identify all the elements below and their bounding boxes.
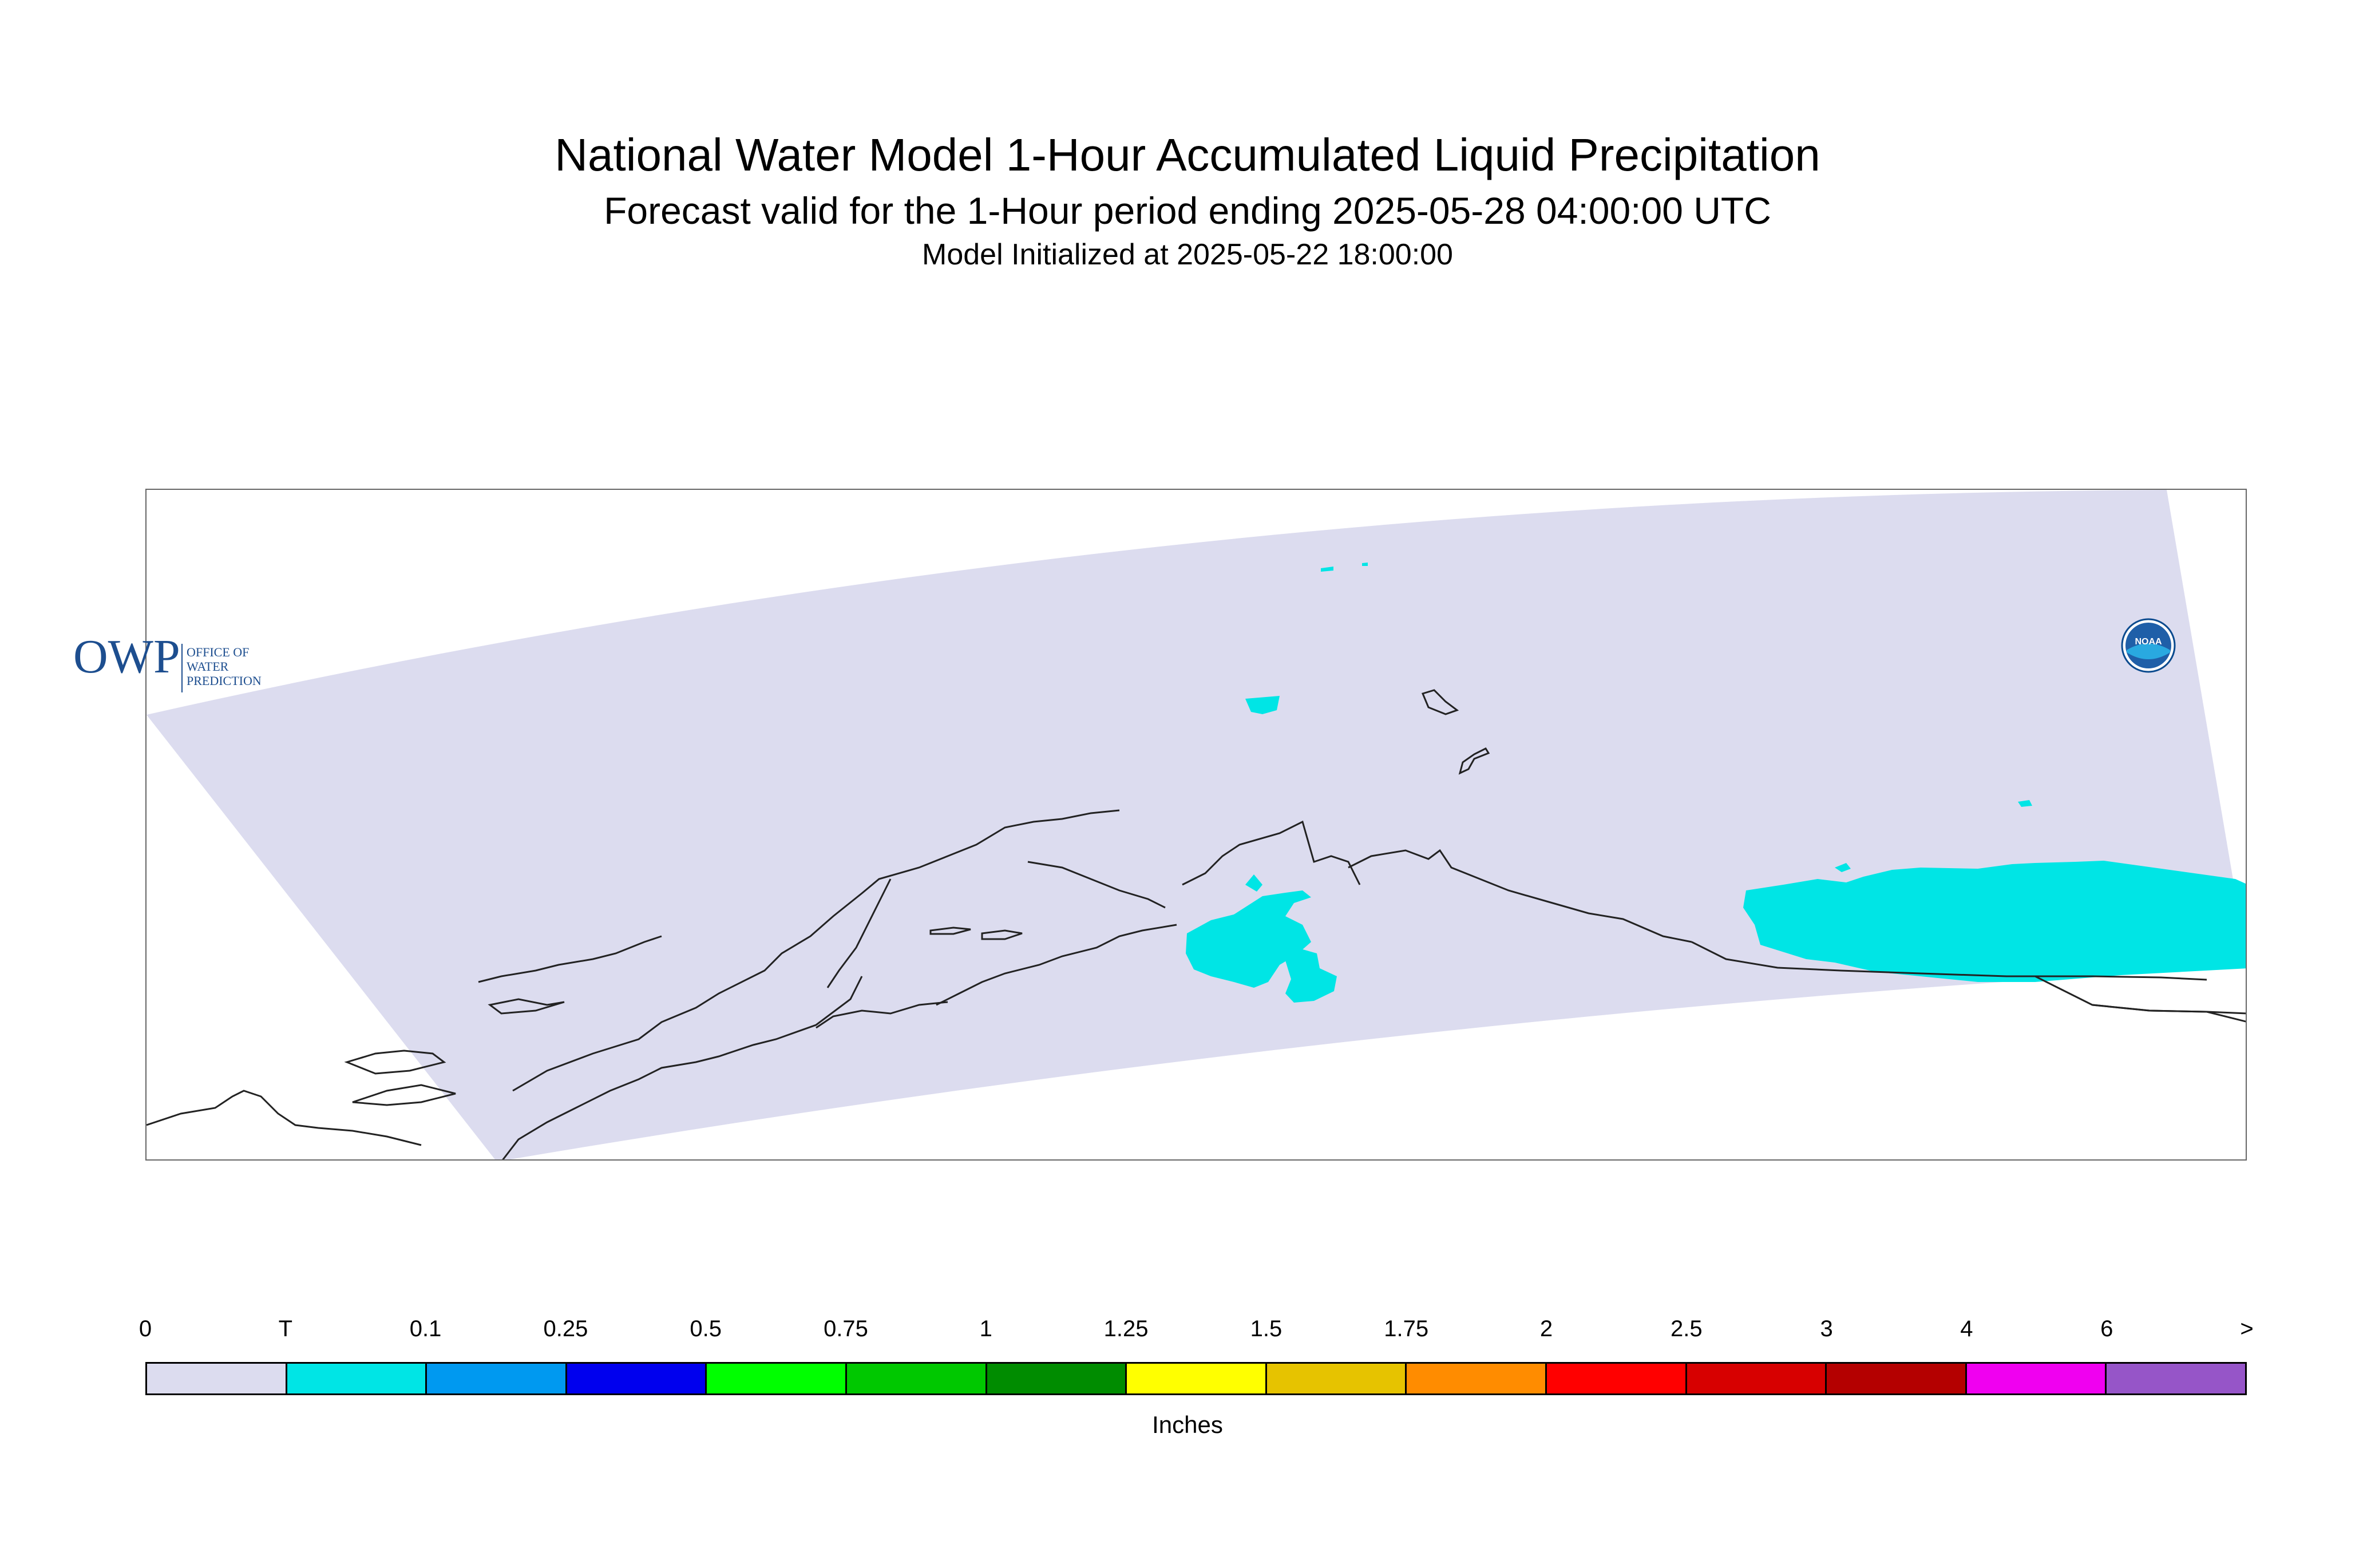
legend-tick-label: 0.25 [543, 1316, 588, 1341]
coastline-island-nunivak [352, 1084, 456, 1106]
legend-swatch [707, 1364, 847, 1393]
map-subtitle: Forecast valid for the 1-Hour period end… [604, 189, 1771, 232]
legend-tick-label: 6 [2100, 1316, 2113, 1341]
legend-tick-label: 0 [138, 1316, 152, 1341]
owp-logo: OWP OFFICE OF WATER PREDICTION [73, 630, 262, 692]
legend-swatch [1966, 1364, 2107, 1393]
coastline-island-west [344, 1050, 446, 1075]
precip-area-north [1245, 696, 1280, 714]
legend-swatch [1827, 1364, 1967, 1393]
legend-tick-label: 1.75 [1384, 1316, 1429, 1341]
coastline-sound [1348, 849, 1692, 943]
legend-swatch [1687, 1364, 1827, 1393]
legend-swatch [1407, 1364, 1547, 1393]
legend-swatch [1127, 1364, 1267, 1393]
legend-swatch [1266, 1364, 1407, 1393]
color-legend [145, 1362, 2247, 1395]
coastline-south-peninsula [512, 809, 1120, 1092]
legend-tick-label: 4 [1960, 1316, 1973, 1341]
precip-area-inlet [1245, 874, 1262, 892]
precip-area-peninsula [1284, 948, 1337, 1003]
precip-area-east-small [1835, 863, 1851, 872]
legend-tick-label: > [2240, 1316, 2254, 1341]
coastline-bering-west [147, 1090, 422, 1146]
owp-logo-text: OWP [73, 630, 180, 683]
legend-swatch [287, 1364, 428, 1393]
legend-tick-label: 2.5 [1670, 1316, 1703, 1341]
coastline-lake-2 [929, 926, 971, 935]
legend-tick-label: T [278, 1316, 293, 1341]
coastline-north-island [1421, 689, 1459, 715]
map-title: National Water Model 1-Hour Accumulated … [555, 129, 1820, 180]
map-canvas [147, 490, 2246, 1159]
precip-trace-areas [1186, 563, 2246, 1003]
coastlines [147, 689, 2246, 1159]
legend-units-label: Inches [1152, 1411, 1223, 1438]
model-init-time: Model Initialized at 2025-05-22 18:00:00 [922, 238, 1453, 271]
legend-tick-label: 1 [979, 1316, 992, 1341]
noaa-logo-text: NOAA [2135, 637, 2162, 647]
legend-swatch [147, 1364, 287, 1393]
legend-tick-label: 2 [1539, 1316, 1553, 1341]
coastline-north-gulf [1027, 861, 1166, 909]
coastline-southeast-border [2092, 1004, 2246, 1015]
map-panel [145, 489, 2247, 1161]
coastline-kuskokwim [478, 935, 662, 983]
precip-area-east-fleck [2018, 800, 2032, 807]
coastline-southeast [1691, 941, 2207, 981]
precip-area-far-north-2 [1362, 563, 1368, 566]
legend-swatch [846, 1364, 987, 1393]
legend-swatch [987, 1364, 1127, 1393]
precip-area-far-north [1321, 567, 1333, 572]
model-domain [147, 490, 2246, 1159]
legend-swatch [2107, 1364, 2245, 1393]
coastline-peninsula-east [936, 924, 1177, 1006]
legend-swatch [1546, 1364, 1687, 1393]
legend-tick-label: 0.75 [824, 1316, 868, 1341]
owp-logo-line1: OFFICE OF [187, 645, 249, 659]
owp-logo-line2: WATER [187, 659, 229, 674]
legend-tick-label: 0.5 [690, 1316, 722, 1341]
legend-swatch [427, 1364, 567, 1393]
legend-tick-label: 1.25 [1103, 1316, 1149, 1341]
legend-tick-label: 1.5 [1250, 1316, 1282, 1341]
noaa-logo: NOAA [2121, 618, 2176, 673]
coastline-interior-river [826, 878, 892, 988]
precip-area-east [1743, 861, 2246, 982]
coastline-panhandle [2034, 975, 2246, 1023]
coastline-peninsula-tip [816, 1001, 948, 1029]
legend-swatch [567, 1364, 707, 1393]
coastline-island-stlawrence [488, 998, 565, 1015]
legend-tick-label: 0.1 [409, 1316, 442, 1341]
legend-tick-label: 3 [1820, 1316, 1833, 1341]
coastline-lake [981, 929, 1023, 940]
coastline-north-inlet [1458, 747, 1490, 775]
legend-tick-row: 0 T 0.1 0.25 0.5 0.75 1 1.25 1.5 1.75 2 2.5 3 4 6 > [0, 1316, 2375, 1351]
coastline-central [1182, 820, 1361, 886]
coastline-alaska-peninsula [502, 976, 863, 1159]
precip-area-central [1186, 890, 1311, 988]
owp-logo-line3: PREDICTION [187, 674, 262, 688]
